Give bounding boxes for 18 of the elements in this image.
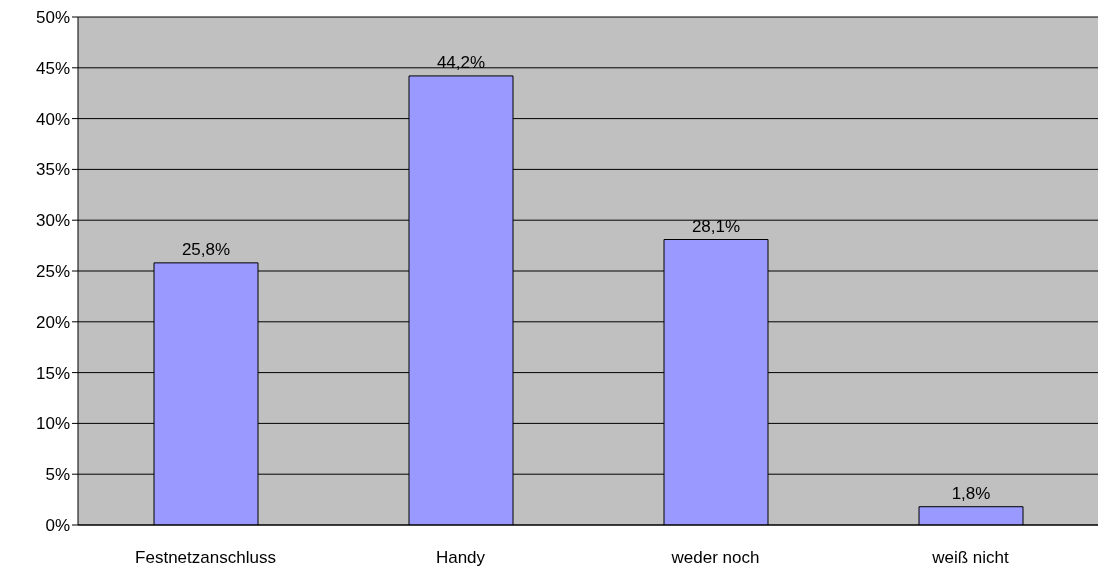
y-tick-label: 35% [35,160,70,180]
y-tick-label: 0% [45,516,70,536]
y-tick-label: 45% [35,58,70,78]
y-tick-label: 40% [35,109,70,129]
x-tick-label: weiß nicht [931,548,1010,568]
y-tick-label: 20% [35,312,70,332]
x-tick-label: Handy [435,548,486,568]
y-tick-label: 30% [35,211,70,231]
y-tick-label: 5% [45,465,70,485]
y-tick-label: 10% [35,414,70,434]
x-tick-label: weder noch [670,548,760,568]
data-label: 25,8% [181,239,231,259]
data-label: 28,1% [691,216,741,236]
y-tick-label: 15% [35,363,70,383]
y-tick-label: 50% [35,8,70,28]
data-label: 1,8% [951,483,991,503]
x-tick-label: Festnetzanschluss [135,548,276,568]
y-tick-label: 25% [35,262,70,282]
